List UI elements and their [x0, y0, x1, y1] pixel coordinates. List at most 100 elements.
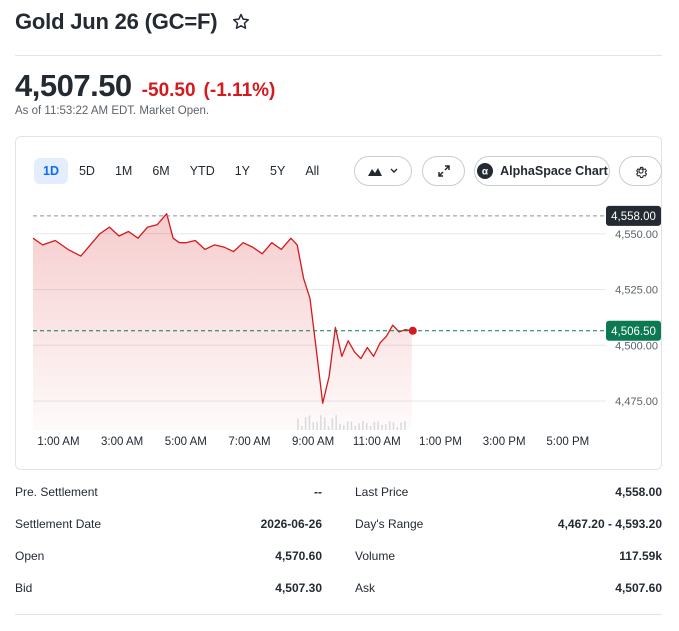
volume-bar: [392, 422, 395, 430]
volume-bar: [335, 415, 337, 430]
range-5d[interactable]: 5D: [78, 164, 95, 178]
y-tick-label: 4,500.00: [615, 340, 658, 352]
x-tick-label: 7:00 AM: [228, 436, 270, 448]
market-status: As of 11:53:22 AM EDT. Market Open.: [15, 105, 210, 117]
range-all[interactable]: All: [305, 164, 320, 178]
stat-label: Pre. Settlement: [15, 485, 98, 499]
price-change-percent: (-1.11%): [203, 80, 276, 101]
volume-bar: [331, 418, 334, 430]
volume-bar: [362, 421, 364, 430]
stat-last-price: Last Price 4,558.00: [355, 485, 662, 499]
expand-chart-button[interactable]: [422, 156, 465, 186]
alphaspace-logo-icon: α: [477, 163, 494, 179]
volume-bar: [323, 417, 326, 430]
range-1d[interactable]: 1D: [34, 158, 68, 184]
range-6m[interactable]: 6M: [152, 164, 170, 178]
last-price-badge: [606, 320, 661, 341]
range-selector: 1D 5D 1M 6M YTD 1Y 5Y All: [34, 158, 330, 184]
mountain-chart-icon: [368, 168, 382, 176]
volume-bar: [358, 423, 360, 430]
stat-label: Last Price: [355, 485, 409, 499]
range-1y[interactable]: 1Y: [234, 164, 251, 178]
watchlist-star-icon[interactable]: [231, 12, 251, 32]
y-tick-label: 4,525.00: [615, 285, 658, 297]
volume-bar: [400, 422, 402, 430]
stat-value: 117.59k: [619, 549, 662, 563]
range-ytd[interactable]: YTD: [189, 164, 215, 178]
stat-days-range: Day's Range 4,467.20 - 4,593.20: [355, 517, 662, 531]
volume-bar: [350, 421, 353, 430]
price-chart[interactable]: 4,550.00 4,525.00 4,500.00 4,475.00 1:00 AM 3…: [16, 137, 663, 471]
volume-bar: [385, 424, 387, 430]
stat-label: Day's Range: [355, 517, 424, 531]
alphaspace-chart-button[interactable]: α AlphaSpace Chart: [474, 156, 610, 186]
x-tick-label: 5:00 AM: [165, 436, 207, 448]
stat-bid: Bid 4,507.30: [15, 581, 322, 595]
stat-label: Volume: [355, 549, 396, 563]
volume-bar: [301, 425, 303, 430]
last-price-dot: [408, 326, 417, 335]
stat-pre-settlement: Pre. Settlement --: [15, 485, 322, 499]
stat-settlement-date: Settlement Date 2026-06-26: [15, 517, 322, 531]
volume-bar: [396, 426, 399, 430]
stat-label: Bid: [15, 581, 33, 595]
volume-bar: [365, 423, 368, 430]
x-tick-label: 9:00 AM: [292, 436, 334, 448]
stat-value: 4,558.00: [615, 485, 662, 499]
volume-bar: [381, 424, 383, 430]
x-tick-label: 3:00 PM: [483, 436, 526, 448]
x-tick-label: 3:00 AM: [101, 436, 143, 448]
previous-close-label: 4,558.00: [611, 211, 656, 223]
stat-label: Open: [15, 549, 45, 563]
stat-value: 4,507.60: [615, 581, 662, 595]
header-divider: [15, 55, 662, 56]
stat-label: Ask: [355, 581, 376, 595]
y-tick-label: 4,550.00: [615, 229, 658, 241]
last-price-label: 4,506.50: [611, 326, 656, 338]
volume-bar: [312, 422, 314, 430]
volume-bar: [320, 415, 322, 430]
stat-open: Open 4,570.60: [15, 549, 322, 563]
price-area: [33, 213, 412, 430]
bottom-divider: [15, 614, 662, 615]
stat-value: 2026-06-26: [260, 517, 322, 531]
chart-type-button[interactable]: [354, 156, 412, 186]
chart-settings-button[interactable]: [619, 156, 662, 186]
volume-bar: [308, 415, 311, 430]
volume-bar: [346, 421, 349, 430]
x-tick-label: 5:00 PM: [546, 436, 589, 448]
volume-bar: [327, 426, 330, 430]
range-1m[interactable]: 1M: [114, 164, 133, 178]
stat-value: 4,467.20 - 4,593.20: [557, 517, 662, 531]
x-tick-label: 11:00 AM: [353, 436, 401, 448]
volume-bar: [354, 425, 357, 430]
volume-bar: [297, 418, 299, 430]
volume-bar: [404, 421, 406, 430]
volume-bar: [388, 421, 391, 430]
volume-bar: [377, 421, 379, 430]
volume-bar: [339, 423, 341, 430]
volume-bar: [304, 417, 307, 430]
stat-value: 4,570.60: [275, 549, 322, 563]
chart-card: 1D 5D 1M 6M YTD 1Y 5Y All α AlphaSpace C…: [15, 136, 662, 470]
price-change: -50.50: [141, 80, 196, 101]
previous-close-badge: [606, 205, 661, 226]
expand-icon: [437, 165, 450, 177]
volume-bar: [316, 421, 318, 430]
stat-volume: Volume 117.59k: [355, 549, 662, 563]
chevron-down-icon: [390, 168, 398, 173]
price-line: [32, 213, 412, 404]
stat-value: --: [314, 485, 322, 499]
svg-text:α: α: [482, 167, 489, 178]
stat-label: Settlement Date: [15, 517, 102, 531]
x-tick-label: 1:00 AM: [37, 436, 79, 448]
volume-bar: [343, 425, 345, 430]
page-title: Gold Jun 26 (GC=F): [15, 9, 218, 34]
range-5y[interactable]: 5Y: [270, 164, 286, 178]
x-tick-label: 1:00 PM: [419, 436, 462, 448]
stat-ask: Ask 4,507.60: [355, 581, 662, 595]
stat-value: 4,507.30: [275, 581, 322, 595]
current-price: 4,507.50: [15, 68, 132, 103]
gear-icon: [635, 166, 647, 178]
y-tick-label: 4,475.00: [615, 396, 658, 408]
